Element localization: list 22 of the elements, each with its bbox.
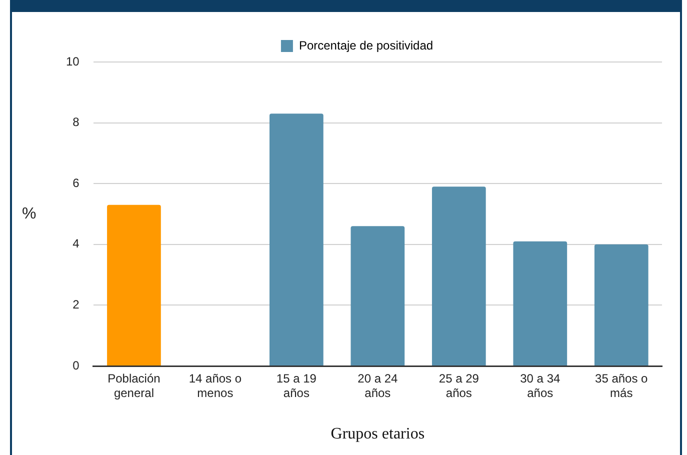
bar — [270, 114, 324, 366]
x-tick-label: 25 a 29 años — [438, 372, 480, 400]
bar — [513, 241, 568, 366]
x-tick-label: 14 años o menos — [188, 372, 242, 400]
bar — [432, 186, 486, 366]
y-axis-title: % — [22, 205, 36, 222]
bar — [350, 226, 405, 366]
y-tick-label: 10 — [66, 54, 80, 68]
y-tick-label: 4 — [72, 236, 80, 251]
bar — [107, 204, 161, 366]
legend-label: Porcentaje de positividad — [298, 38, 434, 52]
x-tick-label: 20 a 24 años — [358, 372, 398, 400]
x-tick-label: Población general — [108, 372, 160, 400]
x-axis-title: Grupos etarios — [330, 426, 425, 443]
x-tick-label: 35 años o más — [595, 372, 648, 400]
y-tick-label: 8 — [72, 115, 80, 130]
x-tick-label: 30 a 34 años — [520, 372, 560, 400]
y-tick-label: 6 — [72, 176, 80, 190]
bar — [594, 244, 648, 366]
y-tick-label: 2 — [72, 298, 80, 312]
x-tick-label: 15 a 19 años — [276, 372, 317, 400]
y-tick-label: 0 — [72, 358, 80, 372]
